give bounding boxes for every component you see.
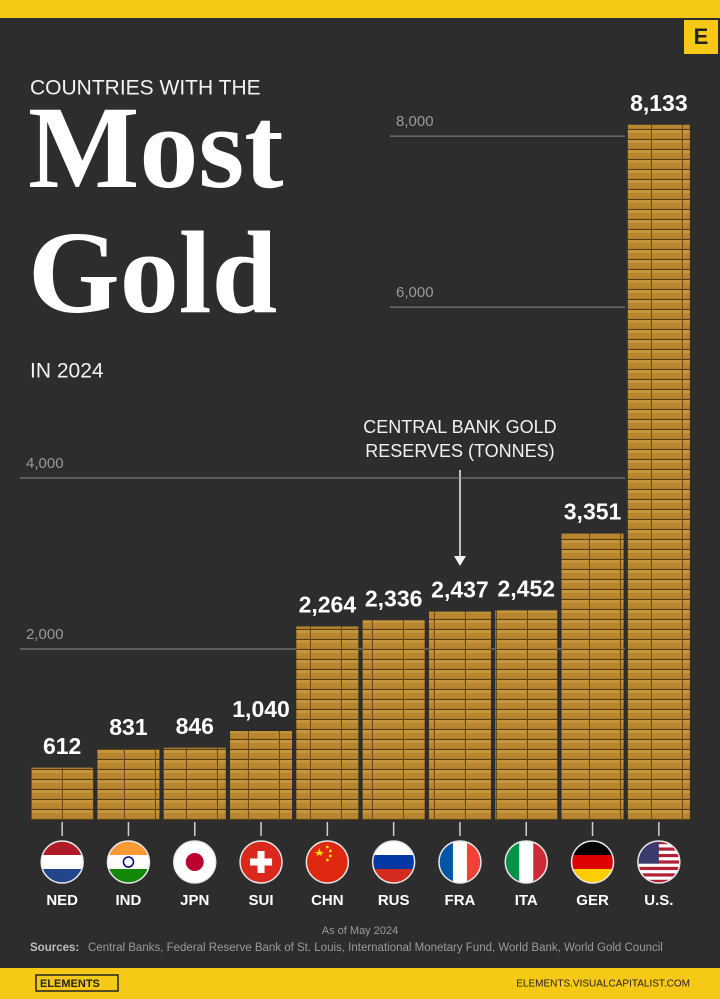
- flag-part: [328, 854, 332, 858]
- brand-url: ELEMENTS.VISUALCAPITALIST.COM: [516, 979, 690, 990]
- x-tick-label: GER: [576, 892, 609, 909]
- value-label: 2,452: [497, 575, 555, 601]
- flag-ring: [637, 840, 681, 884]
- pretitle: COUNTRIES WITH THE: [30, 77, 261, 100]
- x-tick-label: IND: [116, 892, 142, 909]
- y-tick-label: 2,000: [26, 626, 64, 643]
- top-band: [0, 0, 720, 18]
- flag-part: [250, 858, 273, 866]
- flag: [306, 841, 349, 883]
- y-tick-label: 4,000: [26, 455, 64, 472]
- bar-texture: [495, 610, 558, 820]
- value-label: 831: [109, 714, 148, 740]
- flag-part: [519, 841, 534, 883]
- flag-part: [107, 855, 150, 870]
- bar-texture: [97, 748, 160, 820]
- x-tick-label: JPN: [180, 892, 209, 909]
- x-tick-label: SUI: [249, 892, 274, 909]
- flag-part: [325, 845, 329, 849]
- bar-texture: [561, 533, 624, 820]
- flag-part: [452, 841, 468, 883]
- flag-ring: [106, 840, 151, 884]
- flag-ring: [438, 840, 482, 884]
- flag-part: [325, 858, 329, 862]
- flag-part: [122, 856, 135, 868]
- x-tick-label: NED: [46, 892, 78, 909]
- x-tick-label: U.S.: [644, 892, 673, 909]
- x-tick-label: ITA: [515, 892, 538, 909]
- flag-part: [637, 876, 680, 881]
- value-label: 612: [43, 733, 81, 759]
- bar-texture: [296, 626, 359, 820]
- y-tick-label: 8,000: [396, 113, 434, 130]
- logo-box: [684, 20, 718, 54]
- flag-part: [185, 853, 204, 871]
- annotation: CENTRAL BANK GOLD: [363, 417, 556, 437]
- flag-ring: [239, 840, 283, 884]
- logo: E: [694, 24, 709, 49]
- x-tick-label: CHN: [311, 892, 344, 909]
- bar-texture: [230, 731, 293, 820]
- flag-part: [314, 848, 325, 856]
- y-tick-label: 6,000: [396, 284, 434, 301]
- brand: ELEMENTS: [40, 978, 100, 990]
- flag-ring: [504, 840, 548, 884]
- value-label: 846: [176, 713, 214, 739]
- flag-part: [571, 855, 614, 870]
- bar-texture: [163, 747, 226, 820]
- flag-ring: [371, 840, 416, 884]
- bar-texture: [31, 767, 94, 820]
- value-label: 2,264: [299, 592, 357, 618]
- bar-texture: [428, 611, 491, 820]
- flag-part: [372, 855, 415, 870]
- sources: Central Banks, Federal Reserve Bank of S…: [88, 942, 663, 954]
- flag-part: [637, 879, 680, 883]
- annotation: RESERVES (TONNES): [365, 441, 554, 461]
- annotation-arrowhead: [454, 556, 466, 566]
- value-label: 3,351: [564, 499, 622, 525]
- flag-ring: [173, 840, 217, 884]
- subtitle: IN 2024: [30, 360, 104, 383]
- value-label: 2,437: [431, 577, 489, 603]
- flag: [637, 841, 680, 883]
- value-label: 2,336: [365, 585, 423, 611]
- flag-part: [637, 866, 680, 871]
- x-tick-label: RUS: [378, 892, 410, 909]
- bottom-band: [0, 968, 720, 999]
- flag-ring: [570, 840, 615, 884]
- value-label: 8,133: [630, 90, 688, 116]
- flag-part: [637, 873, 680, 877]
- flag-part: [637, 863, 680, 868]
- title: Most: [28, 82, 284, 213]
- sources-label: Sources:: [30, 942, 79, 954]
- flag-ring: [305, 840, 350, 884]
- flag: [173, 841, 216, 883]
- bar-texture: [362, 620, 425, 820]
- value-label: 1,040: [232, 696, 290, 722]
- flag-ring: [40, 840, 84, 884]
- bar-texture: [627, 124, 690, 821]
- flag-part: [41, 855, 84, 870]
- flag: [240, 841, 283, 883]
- flag-part: [328, 849, 332, 853]
- title: Gold: [28, 207, 277, 338]
- note: As of May 2024: [322, 925, 398, 937]
- brand-box: [35, 974, 119, 992]
- flag-part: [637, 870, 680, 874]
- x-tick-label: FRA: [445, 892, 476, 909]
